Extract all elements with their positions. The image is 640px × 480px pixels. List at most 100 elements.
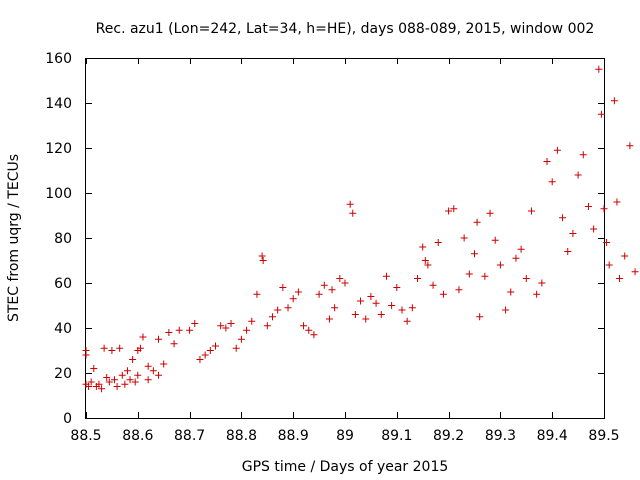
data-point-marker bbox=[600, 205, 608, 213]
data-point-marker bbox=[616, 275, 624, 282]
y-tick-label: 80 bbox=[54, 231, 72, 247]
data-point-marker bbox=[481, 272, 489, 280]
data-point-marker bbox=[258, 252, 266, 260]
data-point-marker bbox=[527, 207, 535, 215]
data-point-marker bbox=[259, 257, 267, 264]
data-point-marker bbox=[403, 317, 411, 325]
data-point-marker bbox=[429, 281, 437, 289]
y-tick-label: 40 bbox=[54, 321, 72, 337]
chart-title: Rec. azu1 (Lon=242, Lat=34, h=HE), days … bbox=[96, 21, 595, 37]
data-point-marker bbox=[121, 380, 129, 388]
data-point-marker bbox=[496, 261, 504, 269]
data-point-marker bbox=[476, 313, 484, 321]
data-point-marker bbox=[564, 248, 572, 255]
data-point-marker bbox=[206, 347, 214, 354]
data-point-marker bbox=[621, 252, 629, 260]
data-point-marker bbox=[595, 65, 603, 73]
data-point-marker bbox=[613, 198, 621, 206]
x-tick-label: 89.3 bbox=[485, 428, 516, 444]
data-point-marker bbox=[512, 254, 520, 262]
data-point-marker bbox=[559, 214, 567, 222]
data-point-marker bbox=[85, 383, 93, 390]
data-point-marker bbox=[439, 290, 447, 298]
data-point-marker bbox=[471, 250, 478, 258]
y-axis-label: STEC from uqrg / TECUs bbox=[6, 154, 22, 322]
x-tick-label: 88.7 bbox=[174, 428, 205, 444]
data-point-marker bbox=[590, 225, 598, 233]
data-point-marker bbox=[237, 335, 245, 343]
data-point-marker bbox=[603, 239, 611, 246]
data-point-marker bbox=[538, 279, 546, 287]
data-point-marker bbox=[227, 320, 235, 327]
data-point-marker bbox=[502, 306, 510, 314]
data-point-marker bbox=[95, 380, 103, 388]
data-point-marker bbox=[191, 320, 199, 327]
y-tick-label: 100 bbox=[45, 186, 72, 202]
data-point-marker bbox=[284, 304, 292, 312]
data-point-marker bbox=[351, 311, 359, 318]
y-tick-label: 160 bbox=[45, 51, 72, 67]
data-point-marker bbox=[336, 275, 344, 282]
data-point-marker bbox=[315, 290, 323, 298]
data-point-marker bbox=[90, 365, 98, 372]
data-point-marker bbox=[522, 275, 530, 282]
data-point-marker bbox=[388, 302, 396, 309]
data-point-marker bbox=[357, 297, 365, 305]
data-point-marker bbox=[473, 218, 481, 226]
data-point-marker bbox=[610, 97, 618, 105]
data-point-marker bbox=[320, 281, 328, 289]
data-point-marker bbox=[134, 371, 142, 379]
data-point-marker bbox=[486, 209, 494, 217]
data-point-marker bbox=[212, 342, 219, 350]
data-point-marker bbox=[155, 335, 163, 343]
data-point-marker bbox=[455, 286, 463, 294]
data-point-marker bbox=[248, 317, 256, 325]
x-tick-label: 88.5 bbox=[70, 428, 101, 444]
data-point-marker bbox=[149, 367, 157, 375]
x-tick-label: 88.6 bbox=[122, 428, 153, 444]
data-point-marker bbox=[507, 288, 515, 296]
data-point-marker bbox=[155, 371, 163, 379]
data-point-marker bbox=[367, 293, 375, 300]
data-point-marker bbox=[605, 261, 613, 269]
data-point-marker bbox=[98, 385, 106, 393]
data-point-marker bbox=[294, 288, 302, 296]
axis-ticks: 88.5 88.6 88.7 88.8 88.9 89 89.1 89.2 89.3 89.4 89… bbox=[45, 51, 619, 444]
y-tick-label: 20 bbox=[54, 366, 72, 382]
data-point-marker bbox=[419, 243, 427, 251]
x-tick-label: 88.9 bbox=[278, 428, 309, 444]
data-point-marker bbox=[325, 315, 333, 323]
data-point-marker bbox=[139, 333, 147, 341]
data-point-marker bbox=[126, 376, 134, 384]
x-axis-label: GPS time / Days of year 2015 bbox=[242, 459, 449, 475]
x-tick-label: 89.1 bbox=[381, 428, 412, 444]
data-point-marker bbox=[408, 304, 416, 312]
data-point-marker bbox=[491, 236, 499, 244]
data-point-marker bbox=[123, 367, 131, 375]
data-point-marker bbox=[108, 347, 116, 354]
data-point-marker bbox=[274, 306, 282, 314]
data-point-marker bbox=[543, 158, 551, 165]
data-point-marker bbox=[548, 178, 556, 186]
data-point-marker bbox=[597, 110, 605, 118]
data-point-marker bbox=[341, 279, 349, 287]
x-tick-label: 89 bbox=[336, 428, 354, 444]
data-point-marker bbox=[136, 344, 144, 352]
data-point-marker bbox=[105, 378, 113, 386]
x-tick-label: 89.5 bbox=[588, 428, 619, 444]
data-point-marker bbox=[103, 374, 111, 381]
data-point-marker bbox=[553, 146, 561, 154]
data-point-marker bbox=[310, 331, 318, 339]
data-point-marker bbox=[289, 295, 297, 303]
data-point-marker bbox=[460, 234, 468, 242]
data-point-marker bbox=[372, 299, 380, 307]
data-point-marker bbox=[165, 329, 173, 336]
data-point-marker bbox=[349, 209, 357, 217]
data-point-marker bbox=[131, 378, 139, 386]
data-point-marker bbox=[450, 205, 458, 213]
data-point-marker bbox=[113, 383, 121, 390]
data-point-marker bbox=[331, 304, 339, 312]
data-point-marker bbox=[118, 371, 126, 379]
x-tick-label: 89.2 bbox=[433, 428, 464, 444]
y-tick-label: 120 bbox=[45, 141, 72, 157]
